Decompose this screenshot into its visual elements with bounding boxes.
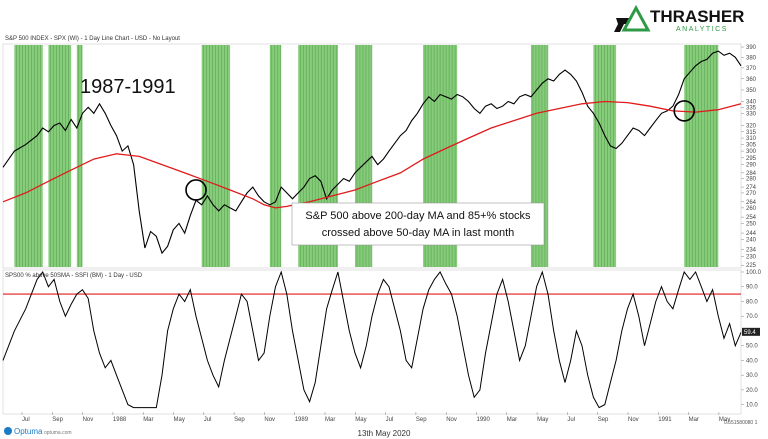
x-tick-label: Sep bbox=[52, 417, 63, 423]
x-tick-label: Mar bbox=[507, 417, 517, 423]
y-tick-label: 264 bbox=[746, 200, 757, 206]
last-value-badge bbox=[742, 327, 760, 336]
x-tick-label: Sep bbox=[234, 417, 245, 423]
y-tick-label: 320 bbox=[746, 124, 757, 130]
footer-brand: Optuma bbox=[14, 427, 43, 436]
x-tick-label: Mar bbox=[325, 417, 335, 423]
highlight-band-9 bbox=[593, 45, 617, 267]
pct-above-50sma-line bbox=[2, 270, 742, 409]
highlight-band-2 bbox=[76, 45, 83, 267]
annotation-line2: crossed above 50-day MA in last month bbox=[322, 227, 515, 239]
x-tick-label: May bbox=[174, 417, 185, 423]
footer-right: 0.551580080 1 bbox=[724, 420, 758, 426]
x-tick-label: Sep bbox=[416, 417, 427, 423]
annotation-box bbox=[291, 202, 545, 246]
bottom-panel-frame bbox=[2, 269, 742, 415]
crossover-circle-0 bbox=[185, 179, 207, 201]
x-tick-label: May bbox=[355, 417, 366, 423]
y-tick-label: 260 bbox=[746, 206, 757, 212]
x-tick-label: 1990 bbox=[477, 417, 491, 423]
y-tick-label: 100.0 bbox=[746, 270, 762, 276]
x-tick-label: Nov bbox=[446, 417, 457, 423]
ma200-line bbox=[2, 100, 742, 209]
y-tick-label: 240 bbox=[746, 238, 757, 244]
optuma-icon bbox=[4, 427, 12, 435]
top-chart-title: S&P 500 INDEX - SPX (WI) - 1 Day Line Ch… bbox=[5, 36, 180, 42]
x-tick-label: Jul bbox=[204, 417, 212, 423]
x-tick-label: Nov bbox=[83, 417, 94, 423]
y-tick-label: 380 bbox=[746, 55, 757, 61]
x-tick-label: 1989 bbox=[295, 417, 309, 423]
y-tick-label: 254 bbox=[746, 215, 757, 221]
y-tick-label: 305 bbox=[746, 143, 757, 149]
y-tick-label: 280 bbox=[746, 176, 757, 182]
x-tick-label: May bbox=[537, 417, 548, 423]
annotation-line1: S&P 500 above 200-day MA and 85+% stocks bbox=[305, 210, 531, 222]
y-tick-label: 40.0 bbox=[746, 358, 758, 364]
y-tick-label: 230 bbox=[746, 255, 757, 261]
x-tick-label: Nov bbox=[628, 417, 639, 423]
x-tick-label: Jul bbox=[567, 417, 575, 423]
y-tick-label: 80.0 bbox=[746, 299, 758, 305]
y-tick-label: 300 bbox=[746, 149, 757, 155]
crossover-circle-1 bbox=[673, 100, 696, 122]
y-tick-label: 10.0 bbox=[746, 403, 758, 409]
footer-date: 13th May 2020 bbox=[358, 429, 411, 438]
logo-sub: ANALYTICS bbox=[676, 26, 728, 33]
y-tick-label: 390 bbox=[746, 45, 757, 51]
y-tick-label: 340 bbox=[746, 99, 757, 105]
x-tick-label: May bbox=[719, 417, 730, 423]
x-axis: Jul Sep Nov 1988 Mar May Jul Sep Nov 1989 Mar May Ju… bbox=[21, 412, 730, 423]
logo-name: THRASHER bbox=[650, 7, 744, 26]
y-tick-label: 360 bbox=[746, 77, 757, 83]
y-tick-label: 234 bbox=[746, 248, 757, 254]
highlight-band-4 bbox=[269, 45, 282, 267]
y-tick-label: 330 bbox=[746, 111, 757, 117]
x-tick-label: Mar bbox=[143, 417, 153, 423]
y-tick-label: 284 bbox=[746, 171, 757, 177]
y-tick-label: 250 bbox=[746, 221, 757, 227]
y-tick-label: 50.0 bbox=[746, 344, 758, 350]
last-value-label: 59.4 bbox=[744, 330, 756, 336]
top-series-group bbox=[2, 50, 742, 255]
period-label: 1987-1991 bbox=[80, 76, 176, 98]
y-tick-label: 370 bbox=[746, 66, 757, 72]
y-tick-label: 70.0 bbox=[746, 314, 758, 320]
y-tick-label: 310 bbox=[746, 136, 757, 142]
x-tick-label: Nov bbox=[264, 417, 275, 423]
y-tick-label: 274 bbox=[746, 185, 757, 191]
logo-a-icon bbox=[621, 4, 651, 32]
top-y-axis: 3903803703603503403353303203153103053002… bbox=[741, 45, 757, 269]
y-tick-label: 20.0 bbox=[746, 388, 758, 394]
x-tick-label: 1988 bbox=[113, 417, 127, 423]
x-tick-label: 1991 bbox=[658, 417, 672, 423]
y-tick-label: 90.0 bbox=[746, 285, 758, 291]
bottom-y-axis: 100.090.080.070.060.050.040.030.020.010.… bbox=[741, 270, 762, 409]
x-tick-label: Jul bbox=[386, 417, 394, 423]
top-panel-frame bbox=[2, 43, 742, 269]
y-tick-label: 350 bbox=[746, 88, 757, 94]
thrasher-logo: THRASHER ANALYTICS bbox=[614, 4, 744, 33]
y-tick-label: 315 bbox=[746, 130, 757, 136]
y-tick-label: 270 bbox=[746, 191, 757, 197]
y-tick-label: 225 bbox=[746, 263, 757, 269]
x-tick-label: Sep bbox=[598, 417, 609, 423]
y-tick-label: 30.0 bbox=[746, 373, 758, 379]
highlight-band-1 bbox=[48, 45, 72, 267]
y-tick-label: 244 bbox=[746, 231, 757, 237]
bottom-series-group: 59.4 bbox=[2, 270, 760, 409]
bottom-chart-title: SPS00 % above 50SMA - SSFI (BM) - 1 Day … bbox=[5, 273, 143, 279]
y-tick-label: 290 bbox=[746, 163, 757, 169]
footer-url: optuma.com bbox=[44, 430, 72, 436]
y-tick-label: 295 bbox=[746, 156, 757, 162]
x-tick-label: Jul bbox=[22, 417, 30, 423]
y-tick-label: 335 bbox=[746, 105, 757, 111]
x-tick-label: Mar bbox=[689, 417, 699, 423]
sp500-line bbox=[2, 50, 742, 255]
